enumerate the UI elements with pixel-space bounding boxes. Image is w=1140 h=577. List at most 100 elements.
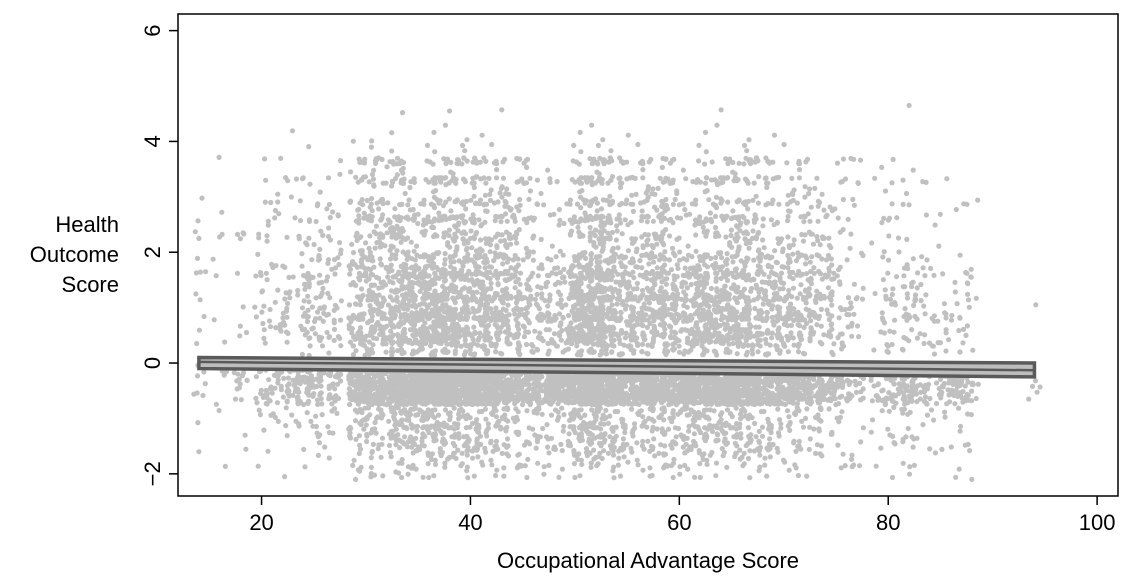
data-point	[504, 244, 510, 251]
data-point	[558, 297, 564, 303]
data-point	[526, 300, 532, 306]
data-point	[362, 254, 368, 260]
data-point	[321, 310, 327, 316]
data-point	[421, 443, 427, 449]
data-point	[415, 394, 421, 400]
data-point	[272, 299, 278, 305]
data-point	[359, 393, 365, 399]
data-point	[349, 330, 355, 336]
data-point	[487, 276, 493, 282]
data-point	[554, 179, 560, 185]
data-point	[386, 442, 393, 449]
data-point	[396, 421, 402, 428]
data-point	[291, 382, 297, 388]
data-point	[287, 295, 293, 301]
data-point	[239, 373, 245, 379]
data-point	[315, 401, 321, 407]
data-point	[419, 281, 425, 287]
data-point	[498, 219, 504, 225]
data-point	[477, 201, 483, 207]
data-point	[433, 394, 439, 400]
data-point	[390, 339, 396, 345]
data-point	[364, 431, 370, 438]
data-point	[493, 305, 499, 311]
data-point	[463, 231, 469, 237]
data-point	[347, 339, 354, 345]
data-point	[451, 450, 457, 456]
data-point	[392, 422, 398, 428]
data-point	[255, 251, 261, 257]
data-point	[325, 290, 331, 296]
data-point	[273, 325, 279, 331]
data-point	[452, 223, 458, 229]
data-point	[524, 341, 530, 348]
data-point	[477, 303, 483, 309]
data-point	[477, 330, 483, 336]
data-point	[266, 318, 273, 324]
data-point	[504, 218, 510, 224]
data-point	[253, 395, 259, 401]
data-point	[294, 386, 301, 392]
data-point	[562, 279, 568, 285]
data-point	[487, 264, 493, 270]
data-point	[544, 279, 551, 285]
data-point	[434, 264, 440, 270]
data-point	[454, 244, 460, 250]
data-point	[488, 237, 494, 243]
data-point	[467, 424, 473, 430]
data-point	[253, 273, 259, 279]
data-point	[444, 394, 450, 400]
data-point	[548, 257, 554, 263]
data-point	[265, 222, 271, 228]
data-point	[357, 446, 364, 452]
data-point	[421, 325, 427, 331]
data-point	[372, 292, 378, 299]
data-point	[557, 269, 564, 276]
data-point	[413, 466, 419, 472]
data-point	[314, 203, 320, 209]
data-point	[533, 379, 539, 385]
data-point	[544, 422, 550, 428]
data-point	[516, 178, 522, 185]
data-point	[331, 326, 338, 332]
data-point	[446, 196, 452, 202]
data-point	[429, 325, 435, 331]
data-point	[524, 408, 530, 414]
data-point	[313, 413, 319, 419]
data-point	[493, 175, 500, 181]
data-point	[465, 251, 471, 257]
data-point	[361, 399, 367, 405]
data-point	[441, 288, 448, 294]
data-point	[451, 238, 458, 244]
data-point	[326, 334, 332, 340]
data-point	[455, 421, 461, 427]
data-point	[455, 228, 461, 234]
data-point	[517, 311, 523, 317]
data-point	[317, 315, 323, 321]
data-point	[519, 296, 525, 302]
data-point	[237, 236, 243, 242]
data-point	[354, 237, 360, 243]
data-point	[377, 331, 383, 337]
data-point	[284, 383, 291, 389]
data-point	[347, 435, 354, 441]
data-point	[534, 291, 540, 298]
data-point	[406, 197, 412, 203]
data-point	[482, 406, 488, 412]
data-point	[197, 297, 203, 303]
data-point	[479, 459, 485, 465]
data-point	[536, 313, 542, 319]
data-point	[394, 232, 400, 238]
data-point	[361, 342, 367, 349]
data-point	[327, 295, 333, 301]
data-point	[550, 399, 556, 405]
data-point	[530, 235, 536, 241]
data-point	[318, 293, 324, 299]
data-point	[299, 351, 305, 357]
data-point	[402, 285, 408, 291]
data-point	[380, 279, 386, 285]
data-point	[326, 201, 332, 208]
data-point	[476, 270, 482, 276]
data-point	[448, 259, 454, 265]
data-point	[388, 229, 394, 235]
